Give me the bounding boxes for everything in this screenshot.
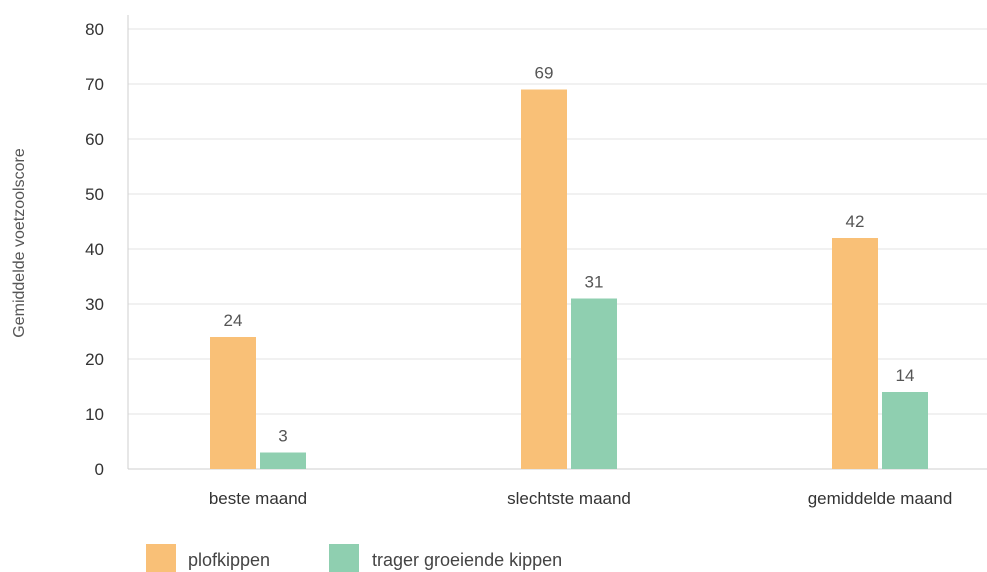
data-label: 3	[278, 427, 287, 446]
category-label: gemiddelde maand	[808, 489, 953, 508]
legend-label: plofkippen	[188, 550, 270, 570]
y-axis-label: Gemiddelde voetzoolscore	[11, 148, 28, 338]
legend-swatch	[146, 544, 176, 572]
category-label: slechtste maand	[507, 489, 631, 508]
y-tick-label: 10	[85, 405, 104, 424]
y-tick-label: 50	[85, 185, 104, 204]
y-tick-label: 30	[85, 295, 104, 314]
data-label: 14	[896, 366, 915, 385]
data-label: 69	[535, 64, 554, 83]
bar-0-0	[210, 337, 256, 469]
bar-0-2	[832, 238, 878, 469]
bar-0-1	[521, 90, 567, 470]
bar-1-1	[571, 299, 617, 470]
data-labels: 24 3 69 31 42 14	[224, 64, 915, 446]
y-tick-label: 80	[85, 20, 104, 39]
data-label: 42	[846, 212, 865, 231]
legend-label: trager groeiende kippen	[372, 550, 562, 570]
y-tick-label: 70	[85, 75, 104, 94]
y-tick-label: 40	[85, 240, 104, 259]
bar-1-2	[882, 392, 928, 469]
category-label: beste maand	[209, 489, 307, 508]
bar-1-0	[260, 453, 306, 470]
y-tick-label: 60	[85, 130, 104, 149]
bars	[210, 90, 928, 470]
y-tick-label: 20	[85, 350, 104, 369]
category-labels: beste maand slechtste maand gemiddelde maa…	[209, 489, 952, 508]
y-axis-ticks: 0 10 20 30 40 50 60 70 80	[85, 20, 104, 479]
data-label: 24	[224, 311, 243, 330]
legend: plofkippen trager groeiende kippen	[146, 544, 562, 572]
data-label: 31	[585, 273, 604, 292]
y-tick-label: 0	[95, 460, 104, 479]
legend-swatch	[329, 544, 359, 572]
